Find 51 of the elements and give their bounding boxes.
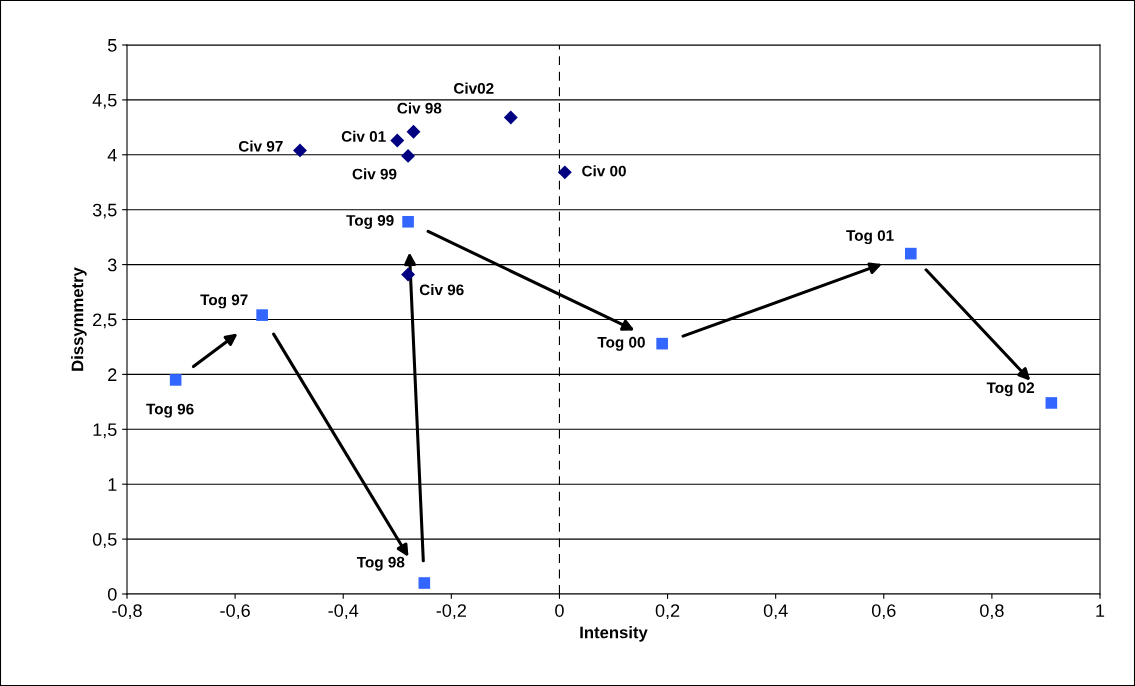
data-label: Civ 00 — [582, 165, 626, 177]
data-label: Civ 96 — [419, 284, 464, 296]
x-tick-label: 1 — [1096, 604, 1105, 617]
point — [406, 124, 421, 139]
data-label: Civ 01 — [341, 130, 386, 142]
y-tick-label: 2 — [108, 368, 117, 381]
y-tick-label: 0,5 — [92, 533, 117, 548]
data-label: Civ 98 — [397, 102, 442, 114]
y-tick-label: 4,5 — [92, 94, 117, 109]
x-tick-label: 0,8 — [980, 604, 1004, 620]
y-tick-label: 0 — [107, 587, 117, 601]
y-tick-label: 1,5 — [93, 423, 117, 439]
point — [293, 143, 307, 158]
point — [1045, 397, 1058, 409]
data-label: Tog 97 — [200, 294, 248, 309]
data-label: Tog 98 — [356, 556, 405, 571]
point — [656, 337, 668, 350]
y-axis-title: Dissymmetry — [71, 267, 87, 371]
x-tick-label: -0,8 — [112, 604, 142, 620]
point — [905, 247, 917, 260]
point — [390, 133, 405, 148]
data-label: Tog 02 — [986, 382, 1035, 397]
x-tick-label: 0,4 — [763, 604, 788, 620]
y-tick-label: 3 — [107, 258, 117, 272]
x-tick-label: -0,4 — [328, 604, 359, 620]
data-label: Civ02 — [453, 82, 494, 94]
point — [557, 165, 572, 180]
point — [256, 309, 268, 321]
point — [401, 267, 416, 282]
y-tick-label: 1 — [108, 478, 117, 491]
point — [402, 215, 414, 228]
y-tick-label: 4 — [107, 148, 117, 162]
y-tick-label: 3,5 — [92, 203, 117, 219]
data-label: Tog 99 — [346, 214, 394, 229]
data-label: Civ 97 — [238, 140, 283, 152]
point — [169, 374, 182, 386]
data-label: Civ 99 — [352, 168, 397, 180]
point — [401, 148, 416, 163]
y-tick-label: 2,5 — [93, 313, 117, 329]
data-label: Tog 96 — [146, 403, 194, 418]
data-label: Tog 01 — [846, 230, 894, 245]
point — [503, 110, 518, 125]
x-tick-label: -0,2 — [436, 604, 466, 620]
y-tick-label: 5 — [107, 39, 117, 52]
x-tick-label: 0,6 — [871, 604, 896, 620]
x-axis-title: Intensity — [580, 626, 648, 642]
data-label: Tog 00 — [597, 336, 645, 351]
x-tick-label: -0,6 — [220, 604, 250, 620]
x-tick-label: 0,2 — [655, 604, 680, 620]
x-tick-label: 0 — [555, 604, 564, 617]
point — [418, 577, 431, 589]
